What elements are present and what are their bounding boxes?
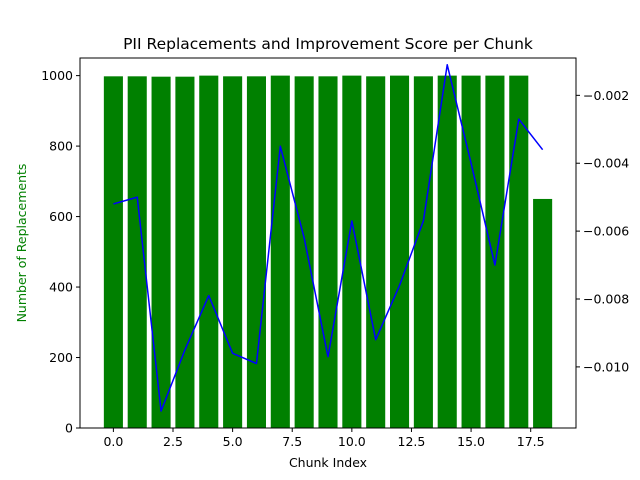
y2-tick-label: −0.008	[583, 292, 629, 307]
x-axis-ticks: 0.0 2.5 5.0 7.5 10.0 12.5 15.0 17.5	[103, 428, 545, 449]
y2-tick-label: −0.010	[583, 359, 629, 374]
improvement-score-line	[113, 64, 544, 412]
bar-chunk-11	[366, 76, 386, 428]
chart-title: PII Replacements and Improvement Score p…	[123, 35, 533, 53]
x-tick-label: 2.5	[163, 434, 183, 449]
y-tick-label: 800	[49, 139, 73, 154]
bar-chunk-5	[223, 76, 243, 428]
bar-chunk-7	[270, 75, 290, 429]
bar-chunk-10	[342, 75, 362, 429]
bar-chunk-12	[390, 75, 410, 429]
bar-chunk-14	[437, 75, 457, 429]
y-tick-label: 200	[49, 350, 73, 365]
y2-axis-ticks: −0.010 −0.008 −0.006 −0.004 −0.002	[576, 88, 629, 374]
x-tick-label: 12.5	[398, 434, 426, 449]
y2-tick-label: −0.006	[583, 224, 629, 239]
line-layer	[113, 64, 544, 412]
bar-chunk-15	[461, 75, 481, 429]
y2-tick-label: −0.004	[583, 156, 629, 171]
bar-chunk-0	[103, 76, 123, 428]
bar-chunk-6	[246, 76, 266, 428]
y-tick-label: 1000	[41, 68, 73, 83]
y-axis-label: Number of Replacements	[14, 164, 29, 323]
y2-tick-label: −0.002	[583, 88, 629, 103]
bar-chunk-17	[509, 75, 529, 429]
x-tick-label: 7.5	[282, 434, 302, 449]
bars-layer	[103, 75, 553, 429]
y-axis-ticks: 0 200 400 600 800 1000	[41, 68, 80, 436]
bar-chunk-2	[151, 76, 171, 429]
x-tick-label: 15.0	[457, 434, 485, 449]
bar-chunk-4	[199, 75, 219, 429]
x-tick-label: 10.0	[338, 434, 366, 449]
bar-chunk-13	[413, 76, 433, 428]
x-tick-label: 5.0	[223, 434, 243, 449]
x-tick-label: 0.0	[103, 434, 123, 449]
bar-chunk-18	[533, 198, 553, 428]
bar-chunk-8	[294, 76, 314, 428]
bar-chunk-3	[175, 76, 195, 429]
y-tick-label: 400	[49, 280, 73, 295]
plot-frame	[79, 57, 577, 429]
x-axis-label: Chunk Index	[289, 455, 367, 470]
bar-chunk-1	[127, 76, 147, 428]
bar-chunk-16	[485, 75, 505, 429]
y-tick-label: 600	[49, 209, 73, 224]
y-tick-label: 0	[65, 421, 73, 436]
x-tick-label: 17.5	[517, 434, 545, 449]
bar-chunk-9	[318, 76, 338, 428]
